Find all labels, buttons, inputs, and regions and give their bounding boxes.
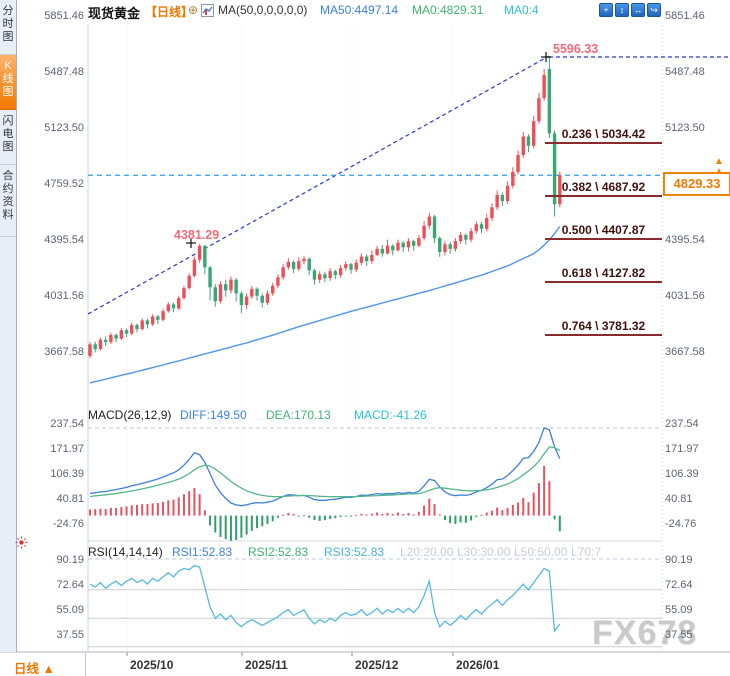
rsi-axis-label-left: 37.55 (56, 629, 84, 641)
rsi-l30-label: L30:30.00 (457, 545, 511, 559)
rsi-axis-label-right: 37.55 (665, 629, 693, 641)
macd-diff-value: DIFF:149.50 (180, 408, 247, 422)
rsi-axis-label-right: 90.19 (665, 554, 693, 566)
alert-icon[interactable] (15, 536, 28, 554)
macd-axis-label-right: 106.39 (665, 468, 699, 480)
macd-axis-label-right: -24.76 (665, 518, 697, 530)
ma0-value-b: MA0:4 (504, 3, 539, 17)
macd-dea-line (89, 446, 561, 498)
watermark: FX678 (592, 614, 698, 652)
macd-diff-line (89, 427, 561, 507)
exit-button[interactable]: ↪ (647, 3, 661, 17)
left-sidebar: 分时图 K线图 闪电图 合约资料 (0, 0, 17, 652)
main-axis-label-right: 5851.46 (665, 10, 705, 22)
bottom-bar-divider (85, 652, 86, 676)
indicator-icon[interactable] (201, 4, 214, 22)
main-axis-label-right: 5123.50 (665, 122, 705, 134)
main-axis-label-right: 4031.56 (665, 290, 705, 302)
macd-axis-label-right: 40.81 (665, 493, 693, 505)
date-tick-label: 2025/12 (355, 658, 399, 672)
date-tick-label: 2026/01 (456, 658, 500, 672)
symbol-name: 现货黄金 (88, 6, 141, 21)
fib-label-0.618: 0.618 \ 4127.82 (545, 266, 662, 283)
date-tick-label: 2025/10 (130, 658, 174, 672)
current-price-box: 4829.33 (663, 172, 730, 196)
candlestick-series (88, 57, 562, 359)
fib-label-0.500: 0.500 \ 4407.87 (545, 223, 662, 240)
rsi3-value: RSI3:52.83 (324, 545, 385, 559)
collapse-icon[interactable]: ⊕ (188, 3, 199, 17)
macd-axis-label-left: 40.81 (56, 493, 84, 505)
main-axis-label-left: 5123.50 (44, 122, 84, 134)
grid-layer (0, 25, 730, 656)
top-peak-label: 5596.33 (553, 42, 599, 56)
price-up-arrow-icon: ▲ ▲ (714, 156, 724, 177)
rsi-l20-label: L20:20.00 (400, 545, 454, 559)
peak-markers (186, 52, 551, 248)
macd-axis-label-left: 171.97 (50, 443, 84, 455)
macd-axis-label-left: -24.76 (52, 518, 84, 530)
ma50-line (89, 225, 561, 384)
macd-axis-label-left: 237.54 (50, 418, 84, 430)
main-axis-label-left: 5487.48 (44, 66, 84, 78)
main-axis-label-left: 5851.46 (44, 10, 84, 22)
rsi-l70-label: L70:7 (571, 545, 602, 559)
macd-axis-label-right: 237.54 (665, 418, 699, 430)
sidebar-tab-kline-chart[interactable]: K线图 (0, 55, 16, 110)
rsi-l50-label: L50:50.00 (514, 545, 568, 559)
ma-formula: MA(50,0,0,0,0,0) (218, 3, 308, 17)
rsi-axis-label-right: 72.64 (665, 579, 693, 591)
date-tick-label: 2025/11 (245, 658, 288, 672)
zoom-horizontal-button[interactable]: ↔ (631, 3, 645, 17)
fib-label-0.236: 0.236 \ 5034.42 (545, 127, 662, 144)
sidebar-tab-time-chart[interactable]: 分时图 (0, 0, 16, 55)
macd-axis-label-right: 171.97 (665, 443, 699, 455)
macd-histogram (89, 466, 561, 541)
macd-name: MACD(26,12,9) (88, 408, 172, 422)
macd-axis-label-left: 106.39 (50, 468, 84, 480)
rsi-axis-label-left: 72.64 (56, 579, 84, 591)
rsi-axis-label-right: 55.09 (665, 604, 693, 616)
macd-dea-value: DEA:170.13 (266, 408, 331, 422)
main-axis-label-left: 4759.52 (44, 178, 84, 190)
main-axis-label-right: 3667.58 (665, 346, 705, 358)
rsi-line (89, 564, 561, 633)
bottom-period-selector[interactable]: 日线 ▲ (14, 662, 55, 676)
fib-label-0.382: 0.382 \ 4687.92 (545, 180, 662, 197)
main-axis-label-left: 3667.58 (44, 346, 84, 358)
rsi2-value: RSI2:52.83 (248, 545, 309, 559)
main-axis-label-right: 5487.48 (665, 66, 705, 78)
ma50-value: MA50:4497.14 (320, 3, 399, 17)
main-axis-label-left: 4395.54 (44, 234, 84, 246)
macd-value: MACD:-41.26 (354, 408, 427, 422)
rsi-axis-label-left: 55.09 (56, 604, 84, 616)
rsi-axis-label-left: 90.19 (56, 554, 84, 566)
pan-button[interactable]: + (599, 3, 613, 17)
ma0-value-a: MA0:4829.31 (412, 3, 484, 17)
zoom-vertical-button[interactable]: ↕ (615, 3, 629, 17)
local-peak-label: 4381.29 (174, 228, 220, 242)
sidebar-tab-contract-info[interactable]: 合约资料 (0, 165, 16, 237)
period-label[interactable]: 【日线】 (145, 5, 194, 19)
trendline (87, 55, 728, 315)
main-axis-label-right: 4395.54 (665, 234, 705, 246)
main-axis-label-left: 4031.56 (44, 290, 84, 302)
rsi-name: RSI(14,14,14) (88, 545, 163, 559)
fib-label-0.764: 0.764 \ 3781.32 (545, 319, 662, 336)
sidebar-tab-lightning-chart[interactable]: 闪电图 (0, 110, 16, 165)
rsi1-value: RSI1:52.83 (172, 545, 233, 559)
